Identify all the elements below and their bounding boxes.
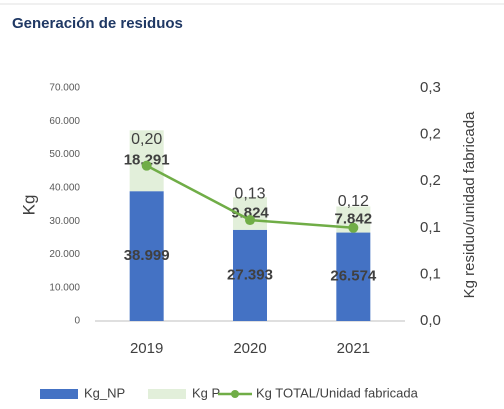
bar-value-label: 38.999 (124, 247, 170, 264)
line-value-label: 0,13 (234, 185, 265, 202)
bar-value-label: 18.291 (124, 152, 170, 169)
x-tick-label: 2020 (233, 340, 266, 357)
line-value-label: 0,20 (131, 131, 162, 148)
x-tick-label: 2021 (337, 340, 370, 357)
bar-value-label: 27.393 (227, 266, 273, 283)
y2-axis-label: Kg residuo/unidad fabricada (461, 111, 478, 298)
legend-marker (231, 390, 239, 398)
line-point (141, 160, 152, 171)
line-point (245, 215, 255, 226)
chart-title: Generación de residuos (12, 15, 183, 32)
y2-tick-label: 0,0 (420, 312, 441, 329)
legend-swatch (40, 389, 78, 399)
bar-value-label: 7.842 (335, 210, 373, 227)
bar-segment (129, 191, 164, 321)
y-tick-label: 40.000 (49, 182, 80, 193)
y-tick-label: 0 (74, 316, 80, 327)
legend-label: Kg_NP (84, 385, 125, 400)
y-tick-label: 70.000 (49, 83, 80, 94)
y2-tick-label: 0,2 (420, 172, 441, 189)
y-tick-label: 60.000 (49, 116, 80, 127)
y2-tick-label: 0,1 (420, 265, 441, 282)
y2-tick-label: 0,2 (420, 126, 441, 143)
legend-label: Kg P (192, 385, 220, 400)
y2-tick-label: 0,1 (420, 219, 441, 236)
legend-label: Kg TOTAL/Unidad fabricada (256, 385, 419, 400)
bar-value-label: 26.574 (330, 268, 377, 285)
y-tick-label: 50.000 (49, 149, 80, 160)
line-point (348, 222, 359, 233)
y-axis-label: Kg (19, 195, 38, 216)
y2-tick-label: 0,3 (420, 79, 441, 96)
bar-value-label: 9.824 (231, 204, 269, 221)
line-value-label: 0,12 (338, 193, 369, 210)
y-tick-label: 30.000 (49, 216, 80, 227)
bar-segment (336, 232, 371, 321)
x-tick-label: 2019 (130, 340, 163, 357)
legend-swatch (148, 389, 186, 399)
y-tick-label: 20.000 (49, 249, 80, 260)
y-tick-label: 10.000 (49, 282, 80, 293)
bar-segment (233, 229, 267, 321)
